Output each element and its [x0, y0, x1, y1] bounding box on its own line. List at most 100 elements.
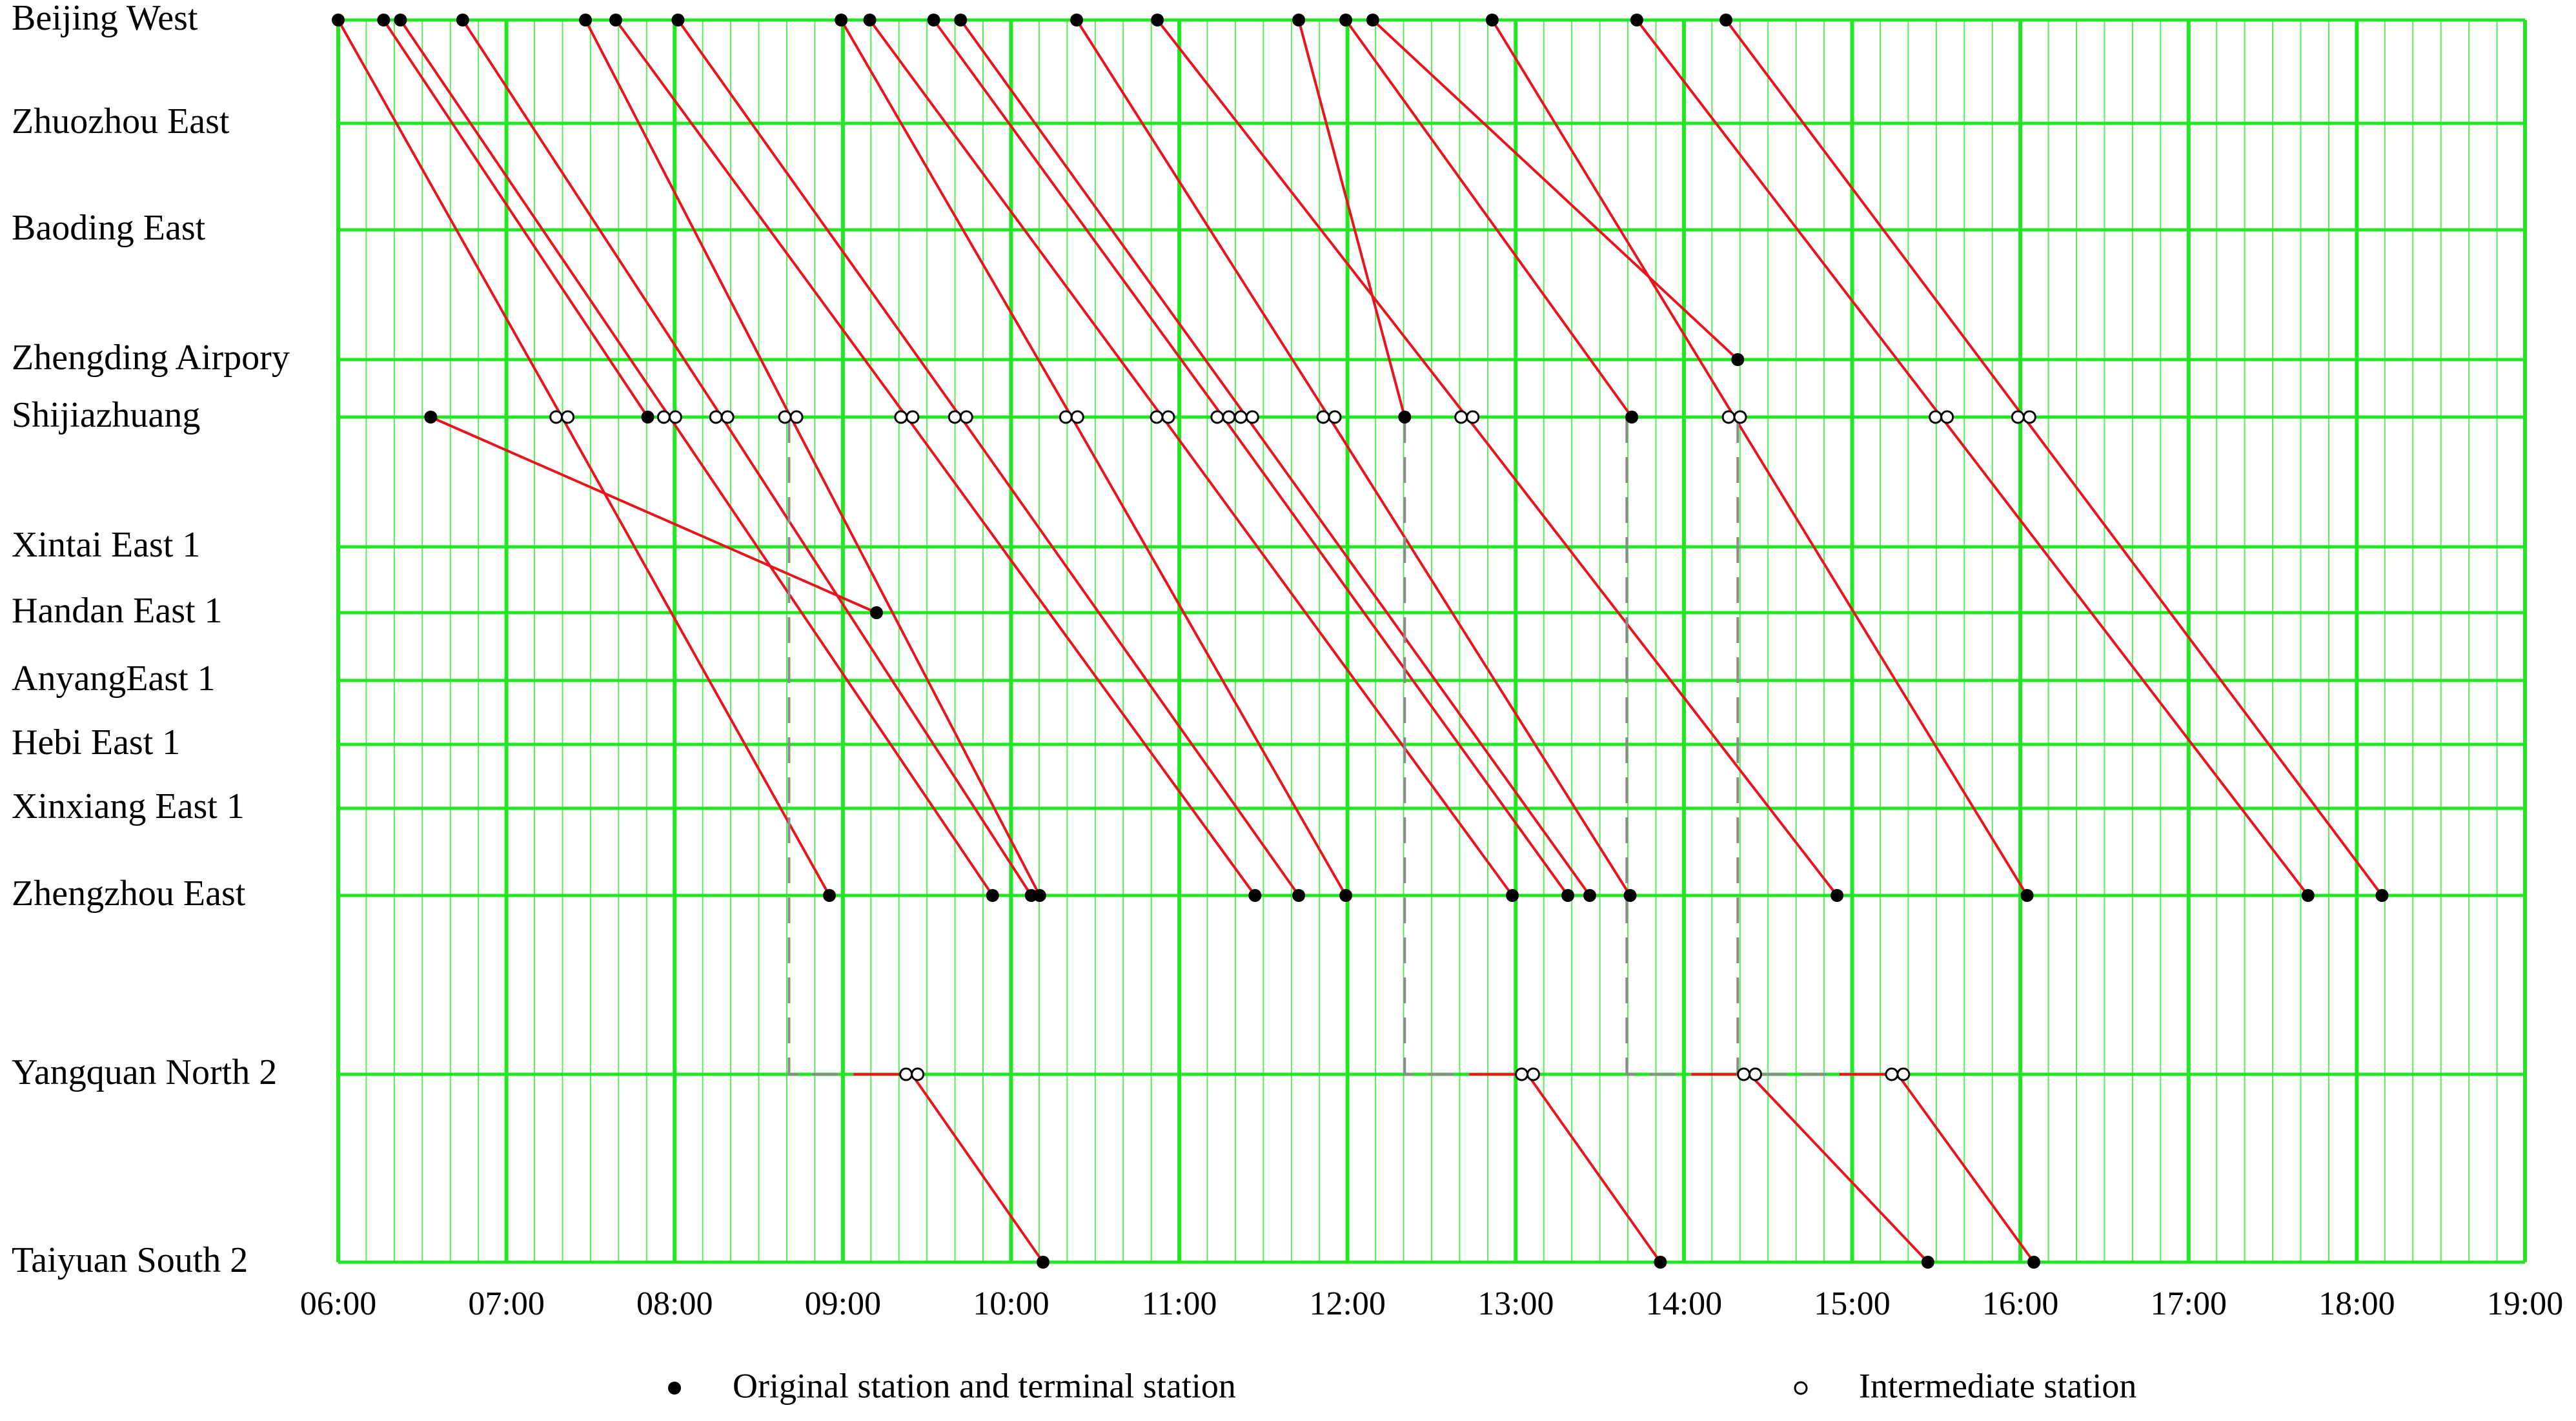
terminal-marker [1506, 889, 1519, 902]
legend-label: Original station and terminal station [733, 1366, 1236, 1405]
terminal-marker [986, 889, 999, 902]
intermediate-marker [1940, 410, 1954, 424]
intermediate-marker [959, 410, 973, 424]
intermediate-marker [668, 410, 682, 424]
x-tick-label: 14:00 [1646, 1285, 1722, 1322]
intermediate-marker [906, 410, 920, 424]
train-line [1297, 19, 1406, 418]
intermediate-marker [1059, 410, 1073, 424]
terminal-marker [1623, 889, 1637, 902]
legend-marker [1794, 1381, 1808, 1395]
terminal-marker [835, 14, 848, 26]
x-tick-label: 11:00 [1142, 1285, 1217, 1322]
intermediate-marker [1721, 410, 1736, 424]
x-tick-label: 12:00 [1309, 1285, 1385, 1322]
intermediate-marker [1070, 410, 1084, 424]
terminal-marker [1561, 889, 1575, 902]
station-label: Zhengding Airpory [12, 338, 290, 378]
transfer-line [1403, 417, 1470, 1076]
terminal-marker [1292, 14, 1306, 26]
station-label: Beijing West [12, 0, 198, 38]
intermediate-marker [1466, 410, 1480, 424]
transfer-line [787, 417, 854, 1076]
station-label: Hebi East 1 [12, 722, 180, 762]
intermediate-marker [1515, 1067, 1529, 1081]
intermediate-marker [1328, 410, 1342, 424]
terminal-marker [1630, 14, 1643, 26]
terminal-marker [822, 889, 836, 902]
intermediate-marker [1749, 1067, 1763, 1081]
station-label: Handan East 1 [12, 591, 223, 631]
train-line [840, 19, 1347, 896]
terminal-marker [377, 14, 390, 26]
terminal-marker [641, 411, 654, 424]
terminal-marker [869, 606, 883, 619]
x-tick-label: 06:00 [300, 1285, 376, 1322]
terminal-marker [1625, 411, 1639, 424]
terminal-marker [424, 411, 438, 424]
train-line [911, 1073, 1044, 1263]
train-line [337, 19, 831, 896]
labels: 06:00 07:00 08:00 09:00 10:00 11:00 12:00 13:00… [12, 0, 2563, 1405]
train-line [932, 19, 1569, 897]
intermediate-marker [1526, 1067, 1541, 1081]
terminal-marker [1831, 889, 1844, 902]
terminal-marker [1583, 889, 1596, 902]
train-line [382, 19, 649, 418]
station-label: Taiyuan South 2 [12, 1240, 248, 1280]
legend-marker [668, 1382, 681, 1395]
station-label: Shijiazhuang [12, 395, 200, 435]
station-label: Baoding East [12, 208, 206, 248]
x-tick-label: 19:00 [2487, 1285, 2563, 1322]
intermediate-marker [1161, 410, 1175, 424]
terminal-marker [1248, 889, 1262, 902]
terminal-marker [456, 14, 469, 26]
terminal-marker [954, 14, 968, 26]
intermediate-marker [1210, 410, 1224, 424]
terminal-marker [1366, 14, 1379, 26]
terminal-marker [2020, 889, 2034, 902]
train-line [1156, 19, 1838, 897]
terminal-marker [1654, 1256, 1667, 1269]
intermediate-marker [1316, 410, 1330, 424]
terminal-marker [1070, 14, 1084, 26]
x-tick-label: 08:00 [636, 1285, 713, 1322]
terminal-marker [1719, 14, 1733, 26]
train-line [1526, 1073, 1662, 1263]
intermediate-marker [1929, 410, 1943, 424]
terminal-marker [2375, 889, 2389, 902]
train-line [584, 19, 1041, 896]
legend-label: Intermediate station [1859, 1366, 2136, 1405]
grid [336, 18, 2527, 1264]
terminal-marker [1921, 1256, 1934, 1269]
intermediate-marker [948, 410, 962, 424]
terminal-marker [1339, 889, 1353, 902]
terminal-marker [2027, 1256, 2041, 1269]
intermediate-marker [1454, 410, 1468, 424]
train-line [461, 19, 1033, 897]
train-line [868, 19, 1514, 897]
station-label: Zhuozhou East [12, 101, 230, 141]
train-line [1749, 1073, 1929, 1263]
intermediate-marker [1233, 410, 1248, 424]
terminal-marker [1485, 14, 1499, 26]
intermediate-marker [656, 410, 671, 424]
x-tick-label: 07:00 [468, 1285, 544, 1322]
x-tick-label: 13:00 [1477, 1285, 1554, 1322]
x-tick-label: 18:00 [2318, 1285, 2395, 1322]
train-line [430, 416, 877, 614]
intermediate-marker [899, 1067, 913, 1081]
intermediate-marker [1896, 1067, 1911, 1081]
station-label: Xintai East 1 [12, 525, 200, 565]
intermediate-marker [2022, 410, 2036, 424]
terminal-marker [579, 14, 593, 26]
x-tick-label: 15:00 [1814, 1285, 1890, 1322]
station-label: Xinxiang East 1 [12, 786, 245, 826]
terminal-marker [609, 14, 623, 26]
transfer-line [1625, 417, 1692, 1076]
intermediate-marker [778, 410, 792, 424]
intermediate-marker [2011, 410, 2025, 424]
station-markers [332, 14, 2389, 1269]
intermediate-marker [911, 1067, 925, 1081]
